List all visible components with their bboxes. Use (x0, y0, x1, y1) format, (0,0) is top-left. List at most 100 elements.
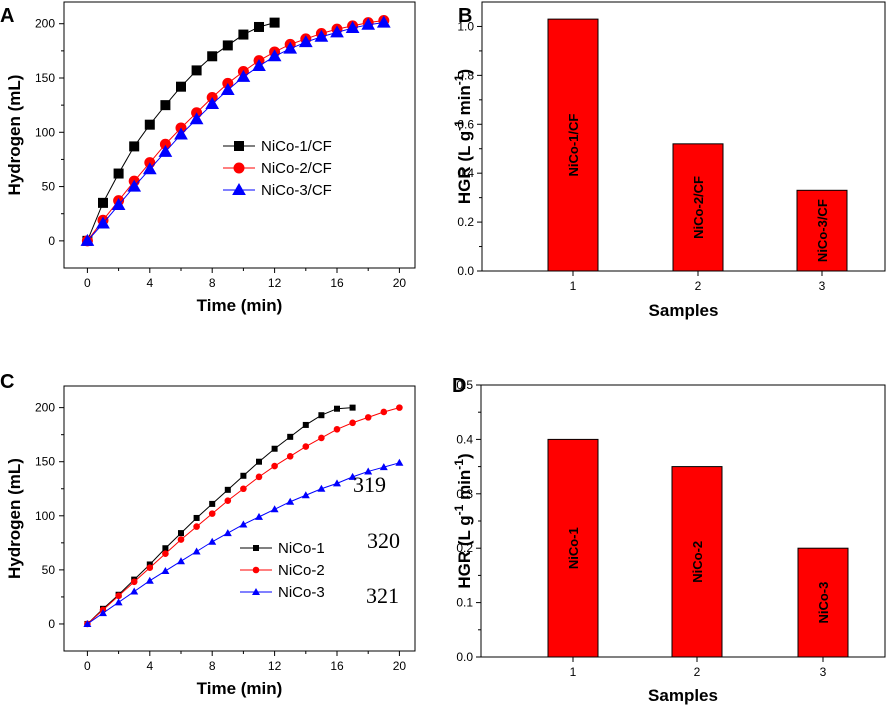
data-point-nico-3 (286, 497, 295, 505)
data-point-nico-2 (396, 404, 403, 411)
y-axis-title: Hydrogen (mL) (5, 458, 24, 579)
data-point-nico-3 (223, 529, 232, 537)
panel-letter: C (0, 371, 14, 393)
legend-label-nico-2: NiCo-2 (278, 562, 325, 579)
x-tick-label: 4 (146, 276, 153, 290)
data-point-nico-3 (99, 609, 107, 617)
x-tick-label: 20 (393, 659, 407, 673)
data-point-nico-3 (395, 458, 404, 466)
data-point-nico-1-cf (207, 51, 218, 62)
data-point-nico-1 (162, 545, 169, 552)
x-tick-label: 0 (84, 276, 91, 290)
data-point-nico-2 (208, 510, 216, 517)
data-point-nico-1 (271, 445, 278, 452)
data-point-nico-2 (193, 523, 200, 530)
legend-label-nico-1: NiCo-1 (278, 540, 325, 557)
data-point-nico-3-cf (376, 15, 391, 28)
panel-b-bar-chart: 0.0 0.2 0.4 0.6 0.8 1.0 1 NiCo-1/CF 2 NiCo-2/CF 3 N… (452, 1, 886, 320)
data-point-nico-3-cf (189, 112, 204, 125)
data-point-nico-3 (161, 566, 170, 574)
bar-label-1: NiCo-1/CF (566, 114, 581, 177)
data-point-nico-2 (177, 536, 185, 543)
data-point-nico-2 (364, 414, 372, 421)
data-point-nico-3 (130, 587, 139, 595)
plot-frame (63, 1, 416, 269)
data-point-nico-1 (178, 530, 184, 537)
bar-3 (797, 547, 849, 658)
y-tick-label: 0.0 (457, 264, 474, 278)
data-point-nico-3-cf (111, 198, 126, 211)
data-point-nico-3 (239, 520, 248, 528)
x-tick-label: 3 (820, 665, 827, 679)
data-point-nico-3 (317, 484, 326, 492)
data-point-nico-2 (286, 453, 294, 460)
data-point-nico-1 (318, 412, 325, 419)
data-point-nico-1 (224, 486, 231, 493)
data-point-nico-2 (115, 592, 122, 600)
y-tick-label: 0.4 (456, 432, 473, 446)
data-point-nico-2 (271, 462, 278, 470)
annotation-321: 321 (366, 583, 399, 608)
data-point-nico-3-cf (236, 69, 251, 82)
bar-2 (671, 466, 723, 658)
data-point-nico-3 (208, 537, 217, 545)
x-tick-label: 4 (146, 659, 153, 673)
data-point-nico-1-cf (191, 65, 202, 76)
data-point-nico-3-cf (330, 25, 344, 38)
y-tick-label: 50 (42, 563, 56, 577)
data-point-nico-2 (380, 408, 388, 416)
x-tick-label: 1 (570, 665, 577, 679)
annotation-320: 320 (367, 528, 400, 553)
data-point-nico-2 (162, 550, 169, 557)
data-point-nico-1 (302, 421, 309, 428)
data-point-nico-3 (145, 576, 154, 584)
data-point-nico-3 (192, 547, 201, 555)
data-point-nico-1-cf (144, 119, 155, 130)
data-point-nico-3-cf (96, 216, 110, 229)
legend-marker-nico-1 (253, 545, 259, 551)
data-point-nico-1 (334, 405, 340, 412)
y-tick-label: 0.1 (456, 596, 473, 610)
panel-letter: A (0, 5, 14, 27)
data-point-nico-3 (255, 512, 263, 520)
legend-marker-nico-2 (252, 566, 260, 574)
x-tick-label: 20 (393, 276, 407, 290)
data-point-nico-3-cf (80, 233, 95, 246)
y-tick-label: 0.4 (457, 166, 474, 180)
x-axis-title: Samples (648, 686, 718, 705)
data-point-nico-2 (240, 485, 247, 493)
data-point-nico-2 (255, 473, 263, 481)
bar-label-1: NiCo-1 (566, 527, 581, 569)
data-point-nico-3 (333, 479, 341, 487)
panel-letter: D (452, 375, 466, 397)
y-tick-label: 100 (35, 509, 55, 523)
y-tick-label: 0.5 (456, 378, 473, 392)
data-point-nico-3 (348, 472, 357, 480)
legend-marker-nico-1-cf (234, 141, 244, 151)
x-tick-label: 12 (268, 276, 282, 290)
x-tick-label: 8 (209, 276, 216, 290)
data-point-nico-2 (146, 564, 154, 572)
data-point-nico-1-cf (176, 81, 186, 92)
y-tick-label: 0.0 (456, 650, 473, 664)
bar-2 (672, 143, 724, 272)
data-point-nico-3-cf (361, 17, 376, 30)
y-tick-label: 200 (35, 401, 55, 415)
x-axis-title: Time (min) (197, 679, 283, 698)
y-tick-label: 1.0 (457, 19, 474, 33)
data-point-nico-3 (379, 463, 388, 471)
data-point-nico-1 (287, 433, 294, 440)
data-point-nico-1-cf (129, 141, 140, 152)
data-point-nico-1 (193, 514, 200, 521)
data-point-nico-3 (114, 598, 123, 606)
bar-label-3: NiCo-3/CF (815, 199, 830, 262)
y-tick-label: 0.8 (457, 68, 474, 82)
data-point-nico-3 (270, 505, 279, 513)
panel-d-bar-chart: 0.0 0.1 0.2 0.3 0.4 0.5 1 NiCo-1 2 NiCo-2 3 NiCo-3 S… (452, 375, 886, 705)
data-point-nico-3 (177, 557, 185, 565)
data-point-nico-1 (240, 472, 247, 479)
bar-1 (547, 438, 599, 658)
